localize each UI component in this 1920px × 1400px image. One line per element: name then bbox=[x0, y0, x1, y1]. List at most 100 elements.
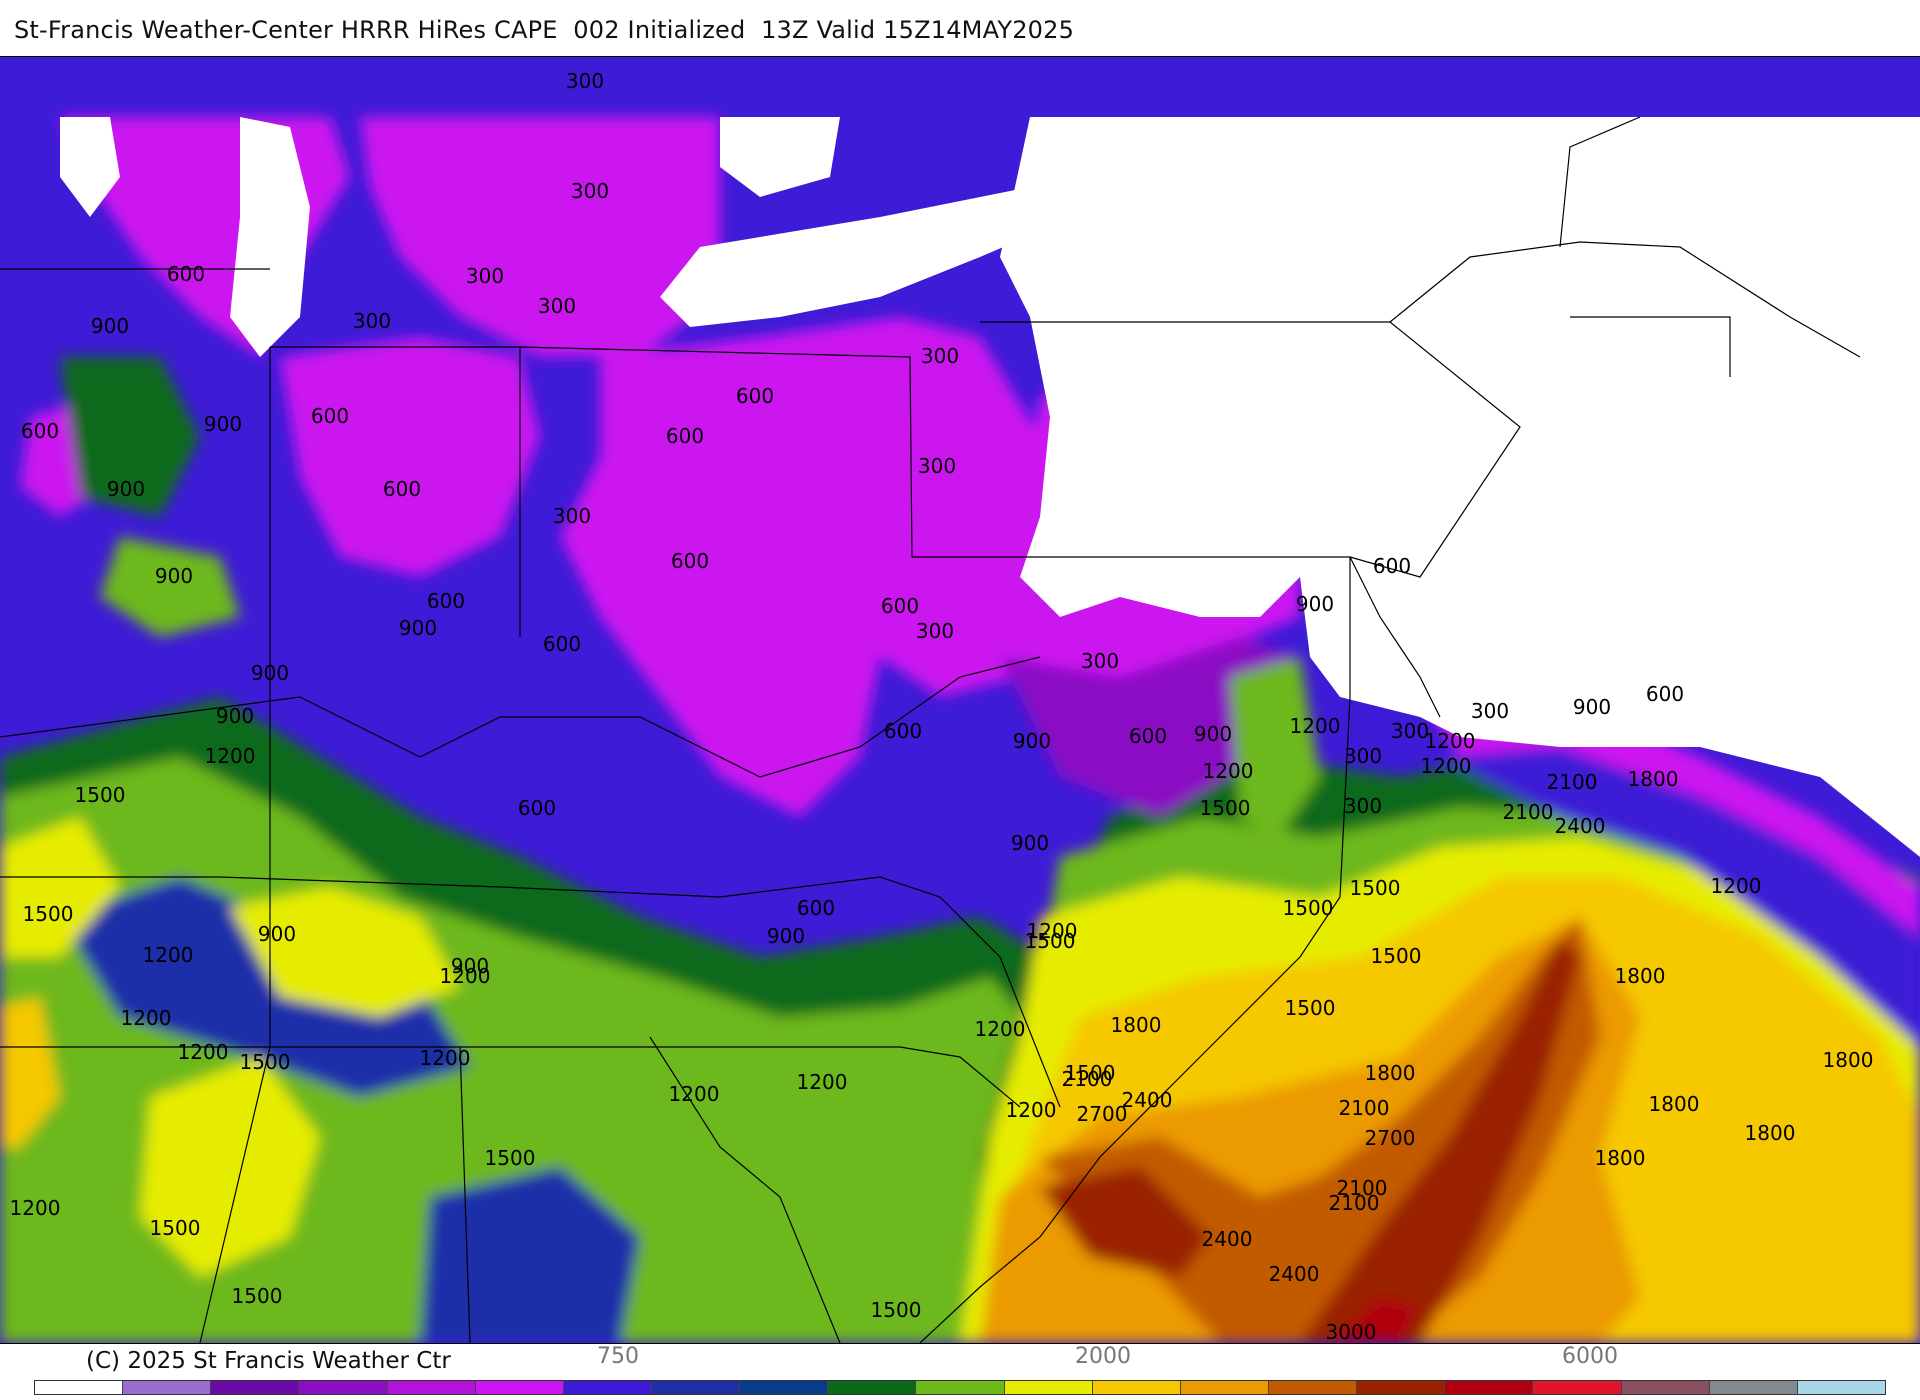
contour-label: 1500 bbox=[1285, 996, 1336, 1020]
contour-label: 1800 bbox=[1649, 1092, 1700, 1116]
contour-label: 2400 bbox=[1555, 814, 1606, 838]
contour-label: 1200 bbox=[1027, 919, 1078, 943]
contour-label: 1500 bbox=[75, 783, 126, 807]
colorbar-swatch bbox=[1445, 1381, 1534, 1394]
contour-label: 1200 bbox=[1711, 874, 1762, 898]
contour-label: 600 bbox=[884, 719, 922, 743]
contour-label: 1500 bbox=[871, 1298, 922, 1322]
colorbar-swatch bbox=[828, 1381, 917, 1394]
lake-edge-west bbox=[60, 117, 120, 217]
contour-label: 300 bbox=[921, 344, 959, 368]
contour-label: 2700 bbox=[1365, 1126, 1416, 1150]
contour-label: 2400 bbox=[1122, 1088, 1173, 1112]
contour-label: 600 bbox=[21, 419, 59, 443]
contour-label: 300 bbox=[918, 454, 956, 478]
contour-label: 900 bbox=[216, 704, 254, 728]
contour-label: 900 bbox=[251, 661, 289, 685]
contour-label: 1200 bbox=[975, 1017, 1026, 1041]
contour-label: 600 bbox=[1129, 724, 1167, 748]
contour-label: 1200 bbox=[797, 1070, 848, 1094]
contour-label: 300 bbox=[538, 294, 576, 318]
colorbar-swatch bbox=[475, 1381, 564, 1394]
contour-label: 1200 bbox=[1203, 759, 1254, 783]
contour-label: 1500 bbox=[1065, 1061, 1116, 1085]
contour-label: 1200 bbox=[121, 1006, 172, 1030]
contour-label: 1800 bbox=[1615, 964, 1666, 988]
contour-label: 1500 bbox=[485, 1146, 536, 1170]
lake-michigan bbox=[230, 117, 310, 357]
contour-labels: 300 300 300 300 300 300 300 300 300 300 300 300 300 3… bbox=[10, 69, 1874, 1343]
contour-label: 600 bbox=[881, 594, 919, 618]
contour-label: 2100 bbox=[1329, 1191, 1380, 1215]
colorbar-swatch bbox=[1092, 1381, 1181, 1394]
lake-erie bbox=[660, 187, 1050, 327]
contour-label: 2400 bbox=[1202, 1227, 1253, 1251]
contour-label: 1200 bbox=[440, 964, 491, 988]
cape-colorbar bbox=[34, 1380, 1886, 1395]
colorbar-swatch bbox=[563, 1381, 652, 1394]
contour-label: 1500 bbox=[1371, 944, 1422, 968]
contour-label: 600 bbox=[797, 896, 835, 920]
colorbar-swatch bbox=[1533, 1381, 1622, 1394]
contour-label: 600 bbox=[1373, 554, 1411, 578]
contour-label: 1500 bbox=[150, 1216, 201, 1240]
colorbar-swatch bbox=[387, 1381, 476, 1394]
colorbar-swatch bbox=[1004, 1381, 1093, 1394]
colorbar-swatch bbox=[740, 1381, 829, 1394]
colorbar-swatch bbox=[1268, 1381, 1358, 1394]
contour-label: 2100 bbox=[1503, 800, 1554, 824]
contour-label: 600 bbox=[671, 549, 709, 573]
contour-label: 300 bbox=[566, 69, 604, 93]
contour-label: 1800 bbox=[1111, 1013, 1162, 1037]
contour-label: 600 bbox=[666, 424, 704, 448]
contour-label: 300 bbox=[553, 504, 591, 528]
contour-label: 300 bbox=[1471, 699, 1509, 723]
contour-label: 900 bbox=[204, 412, 242, 436]
contour-label: 1200 bbox=[1421, 754, 1472, 778]
contour-label: 600 bbox=[427, 589, 465, 613]
contour-label: 600 bbox=[543, 632, 581, 656]
lake-huron bbox=[720, 117, 840, 197]
contour-label: 600 bbox=[1646, 682, 1684, 706]
contour-label: 300 bbox=[1081, 649, 1119, 673]
contour-label: 1200 bbox=[1290, 714, 1341, 738]
contour-label: 300 bbox=[916, 619, 954, 643]
colorbar-swatch bbox=[299, 1381, 388, 1394]
contour-label: 300 bbox=[466, 264, 504, 288]
colorbar-swatch bbox=[211, 1381, 300, 1394]
contour-label: 2100 bbox=[1339, 1096, 1390, 1120]
contour-label: 900 bbox=[1296, 592, 1334, 616]
contour-label: 300 bbox=[571, 179, 609, 203]
contour-label: 900 bbox=[91, 314, 129, 338]
colorbar-swatch bbox=[1797, 1381, 1885, 1394]
colorbar-tick-2000: 2000 bbox=[1075, 1344, 1131, 1369]
cape-map-canvas: 300 300 300 300 300 300 300 300 300 300 300 300 300 3… bbox=[0, 57, 1920, 1343]
contour-label: 1200 bbox=[143, 943, 194, 967]
contour-label: 1500 bbox=[23, 902, 74, 926]
colorbar-swatch bbox=[1180, 1381, 1269, 1394]
contour-label: 1500 bbox=[240, 1050, 291, 1074]
contour-label: 600 bbox=[383, 477, 421, 501]
contour-label: 2700 bbox=[1077, 1102, 1128, 1126]
contour-label: 2100 bbox=[1062, 1067, 1113, 1091]
cape-map: 300 300 300 300 300 300 300 300 300 300 300 300 300 3… bbox=[0, 56, 1920, 1344]
contour-label: 1200 bbox=[178, 1040, 229, 1064]
contour-label: 600 bbox=[518, 796, 556, 820]
contour-label: 1200 bbox=[420, 1046, 471, 1070]
contour-label: 300 bbox=[1344, 744, 1382, 768]
map-title: St-Francis Weather-Center HRRR HiRes CAP… bbox=[14, 16, 1075, 44]
colorbar-swatch bbox=[123, 1381, 212, 1394]
contour-label: 1200 bbox=[1425, 729, 1476, 753]
contour-label: 1200 bbox=[205, 744, 256, 768]
contour-label: 2100 bbox=[1547, 770, 1598, 794]
colorbar-tick-750: 750 bbox=[597, 1344, 639, 1369]
contour-label: 2400 bbox=[1269, 1262, 1320, 1286]
contour-label: 900 bbox=[1011, 831, 1049, 855]
contour-label: 3000 bbox=[1326, 1320, 1377, 1343]
contour-label: 300 bbox=[1391, 719, 1429, 743]
contour-label: 300 bbox=[353, 309, 391, 333]
contour-label: 2100 bbox=[1337, 1176, 1388, 1200]
political-boundaries bbox=[0, 116, 1861, 1343]
contour-label: 900 bbox=[767, 924, 805, 948]
contour-label: 1500 bbox=[1200, 796, 1251, 820]
